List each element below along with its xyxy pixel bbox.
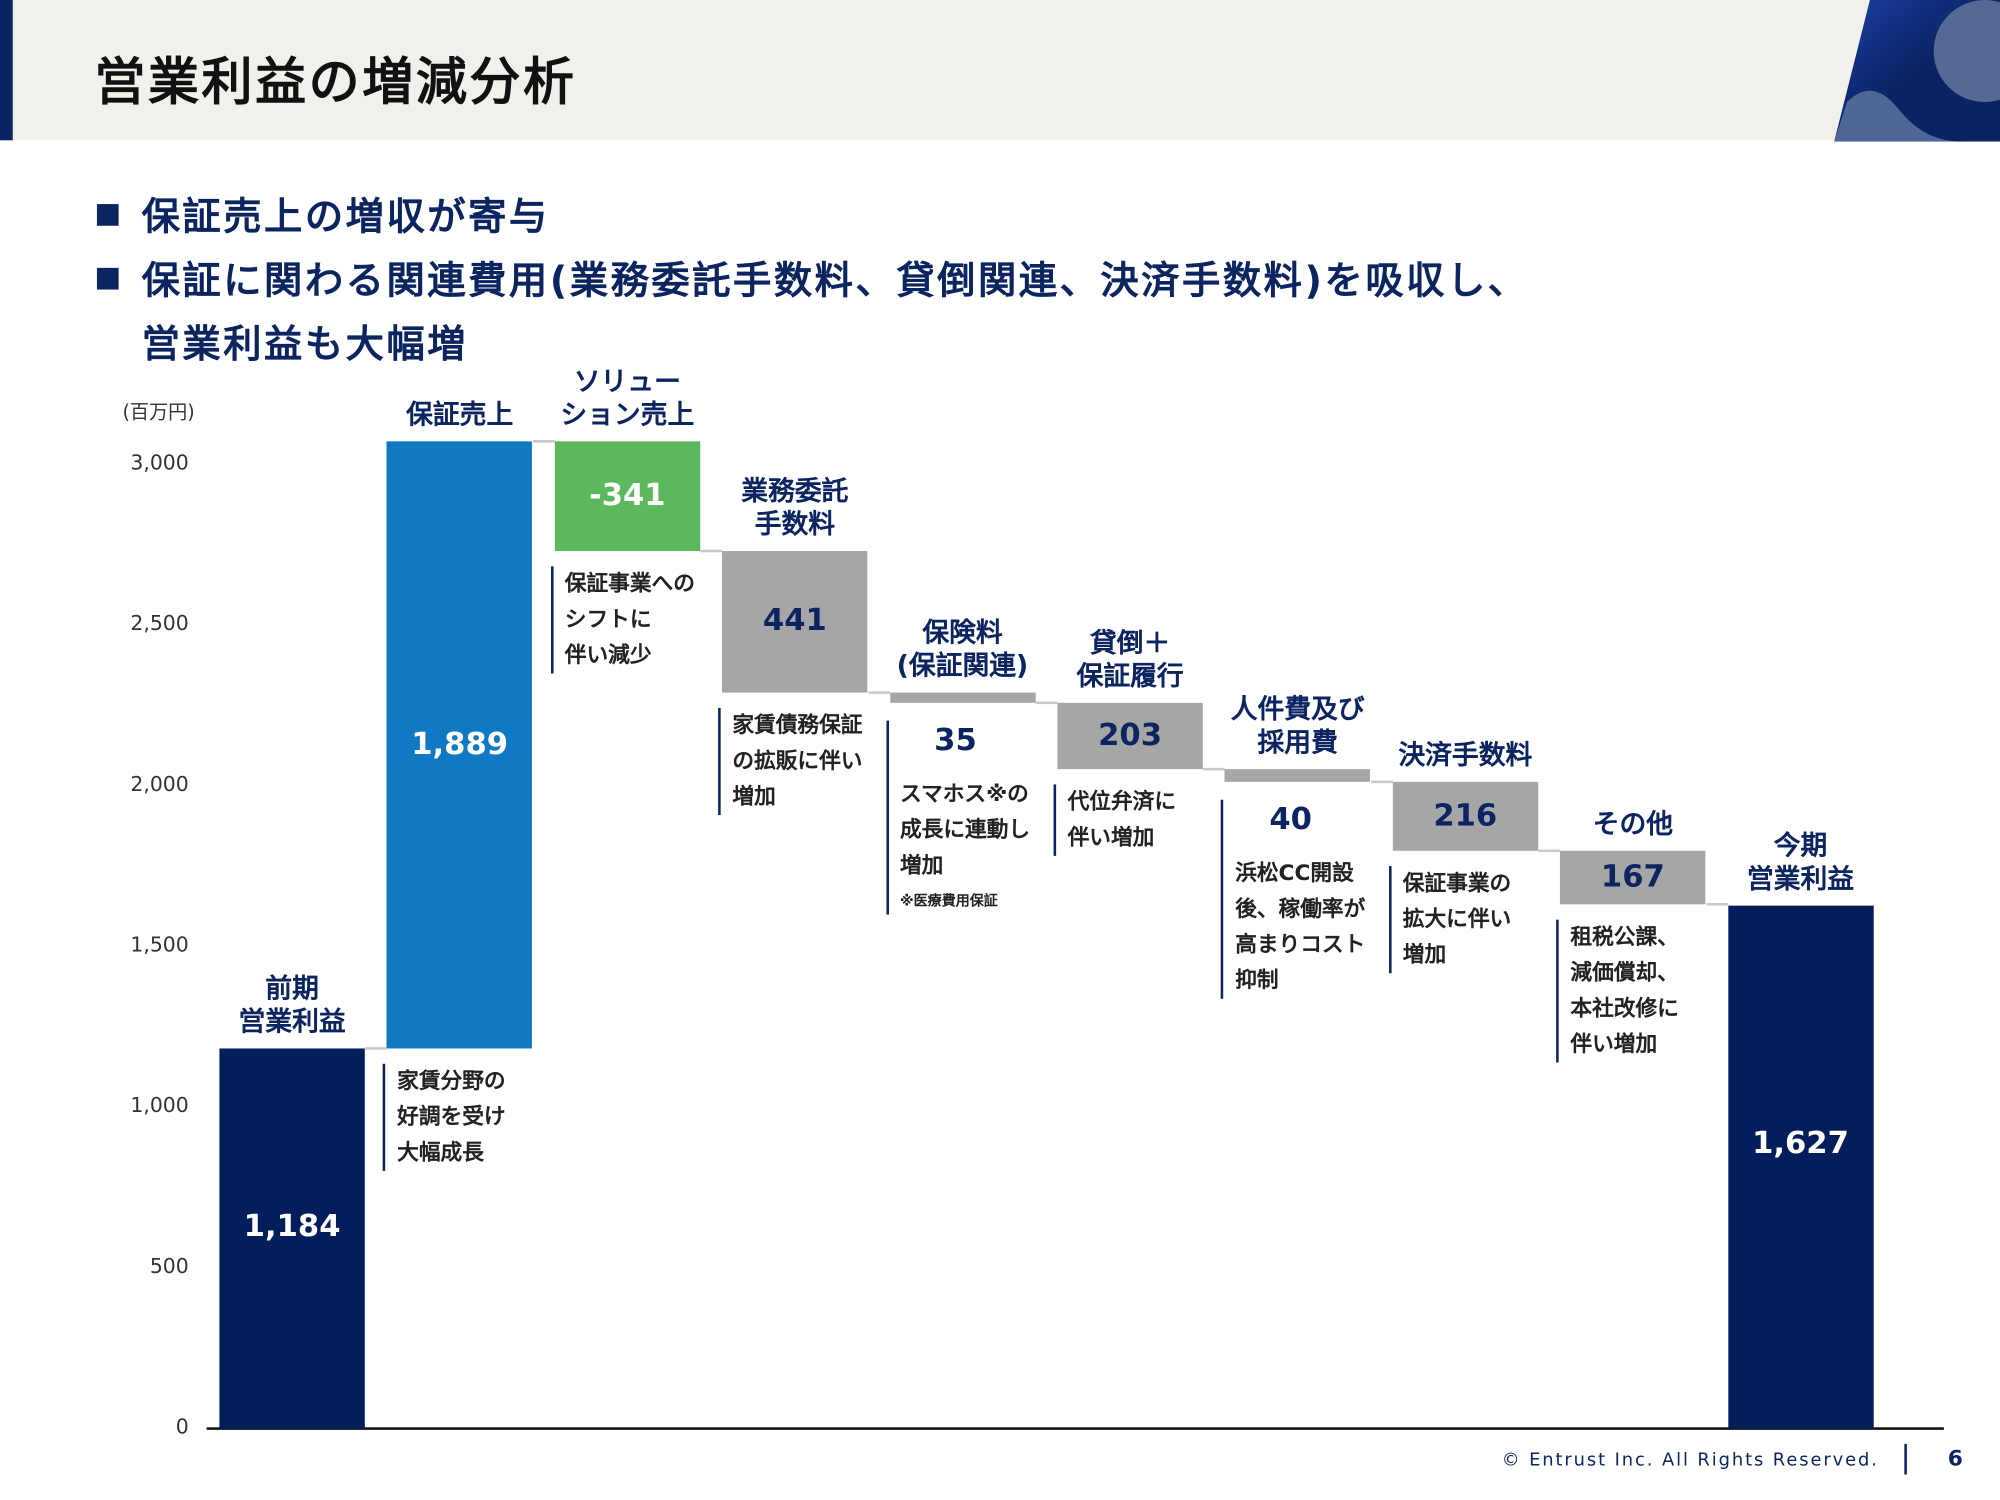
bullet-1: 保証売上の増収が寄与 [96,185,550,241]
annotation-line: 伴い増加 [1067,824,1155,851]
y-tick-label: 2,000 [130,771,189,796]
annotation-line: 増加 [732,784,776,810]
bar-value-label: 167 [1600,858,1665,895]
bullet-square-icon [96,267,119,290]
annotation-line: 家賃債務保証 [732,712,863,739]
annotation-line: 保証事業への [564,570,695,597]
bar-category-label: 貸倒＋ 保証履行 [1076,628,1184,692]
corner-decoration-icon [1834,0,2000,142]
footer-divider [1904,1443,1907,1475]
annotation-line: 拡大に伴い [1402,907,1512,933]
y-axis-unit: (百万円) [122,400,195,424]
y-tick-label: 3,000 [130,450,189,475]
page-title: 営業利益の増減分析 [94,53,577,113]
y-tick-label: 2,500 [130,610,189,636]
connector-line [700,549,723,552]
header-accent-stripe [0,0,13,141]
bar-annotation: 35 スマホス※の 成長に連動し 増加 ※医療費用保証 [885,721,1031,916]
bar-category-label: 保険料 (保証関連) [896,616,1029,681]
bar-category-label: その他 [1592,808,1674,840]
bar-value-label: 35 [934,722,977,759]
annotation-line: 減価償却、 [1570,960,1679,987]
annotation-line: 増加 [899,853,944,880]
bar-8 [1560,850,1706,905]
bar-category-label: 決済手数料 [1398,739,1533,771]
annotation-line: スマホス※の [899,782,1029,809]
annotation-line: 保証事業の [1402,871,1512,897]
bar-value-label: 1,184 [243,1207,341,1244]
connector-line [1706,903,1728,906]
connector-line [1370,780,1393,783]
annotation-line: シフトに [564,606,652,633]
bar-4 [889,692,1036,704]
bar-category-label: 前期 営業利益 [238,972,346,1037]
annotation-line: 租税公課、 [1570,925,1679,951]
connector-line [1035,702,1058,705]
bar-category-label: 保証売上 [406,398,514,430]
bullet-square-icon [96,204,119,226]
annotation-line: 大幅成長 [397,1139,484,1166]
annotation-line: 高まりコスト [1235,932,1366,958]
annotation-line: 代位弁済に [1067,789,1177,815]
bar-annotation: 租税公課、減価償却、本社改修に伴い増加 [1556,919,1679,1063]
page-number: 6 [1947,1446,1963,1472]
bar-annotation: 保証事業の拡大に伴い増加 [1388,866,1512,974]
bar-category-label: ソリュー ション売上 [560,365,695,430]
connector-line [1538,849,1561,853]
y-tick-label: 1,500 [130,932,189,957]
bar-value-label: 441 [762,602,827,638]
bullet-2-continuation: 営業利益も大幅増 [141,322,469,368]
annotation-line: 成長に連動し [899,818,1031,844]
bar-annotation: 40 浜松CC開設 後、稼働率が 高まりコスト 抑制 [1221,799,1366,999]
annotation-line: 伴い増加 [1570,1032,1658,1058]
bar-annotation: 代位弁済に 伴い増加 [1053,783,1177,856]
header-band [0,0,2000,141]
bar-3 [722,550,868,693]
y-tick-label: 500 [149,1253,189,1279]
annotation-footnote: ※医療費用保証 [899,893,998,911]
bar-9 [1727,905,1874,1429]
bar-value-label: 216 [1433,797,1498,833]
bar-annotation: 保証事業への シフトに伴い減少 [550,565,695,673]
bar-value-label: 203 [1098,716,1163,753]
bullet-text: 保証売上の増収が寄与 [141,195,550,240]
bar-value-label: 1,889 [411,725,509,761]
connector-line [365,1046,387,1050]
bar-6 [1224,768,1371,782]
bar-0 [219,1047,365,1429]
bar-annotation: 家賃分野の好調を受け大幅成長 [383,1063,506,1171]
bar-value-label: 1,627 [1752,1125,1849,1161]
bar-category-label: 今期 営業利益 [1746,830,1855,895]
bar-1 [386,440,533,1048]
connector-line [532,439,555,443]
connector-line [1203,767,1225,770]
annotation-line: 好調を受け [397,1104,506,1130]
bar-annotation: 家賃債務保証 の拡販に伴い 増加 [718,707,863,815]
bullet-2: 保証に関わる関連費用(業務委託手数料、貸倒関連、決済手数料)を吸収し、 [96,249,1529,305]
copyright: © Entrust Inc. All Rights Reserved. [1501,1450,1879,1471]
annotation-line: 増加 [1402,942,1447,969]
annotation-line: 浜松CC開設 [1235,860,1354,887]
connector-line [868,690,890,694]
annotation-line: 伴い減少 [564,642,652,668]
bar-value-label: 40 [1269,800,1312,837]
bar-2 [554,440,700,551]
bar-value-label: -341 [588,476,666,513]
bar-7 [1392,781,1539,851]
x-axis-line [206,1427,1944,1430]
annotation-line: 家賃分野の [397,1068,506,1094]
bar-category-label: 人件費及び 採用費 [1230,693,1365,758]
bar-5 [1057,703,1203,769]
y-tick-label: 0 [175,1414,189,1439]
y-tick-label: 1,000 [130,1093,189,1118]
annotation-line: 本社改修に [1570,996,1679,1022]
annotation-line: 抑制 [1235,967,1279,994]
annotation-line: 後、稼働率が [1235,896,1366,922]
bullet-text: 保証に関わる関連費用(業務委託手数料、貸倒関連、決済手数料)を吸収し、 [141,258,1529,304]
bar-category-label: 業務委託 手数料 [741,475,849,539]
annotation-line: の拡販に伴い [732,748,863,774]
